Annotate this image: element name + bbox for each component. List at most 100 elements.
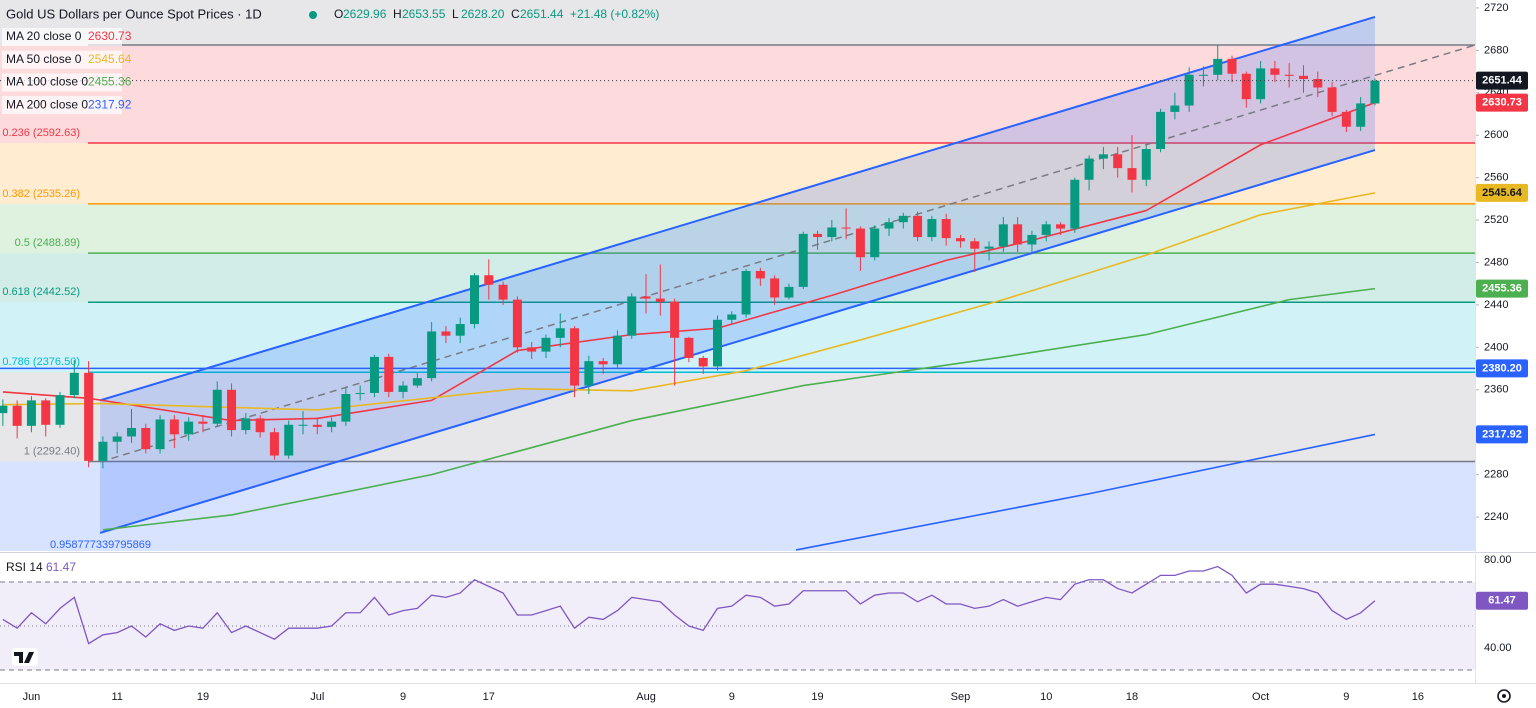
candle-body [0, 405, 8, 414]
candle-body [512, 299, 522, 348]
legend-value: 2455.36 [88, 75, 132, 89]
y-tick-label: 2440 [1484, 299, 1508, 311]
candle-body [670, 301, 680, 338]
candle-body [1256, 68, 1266, 100]
candle-body [1041, 224, 1051, 235]
candle-body [1027, 234, 1037, 245]
gear-ring [1497, 689, 1511, 703]
candle-body [998, 224, 1008, 247]
price-badge [1476, 71, 1528, 90]
rsi-tick-label: 80.00 [1484, 554, 1512, 566]
x-tick-label: 9 [1343, 691, 1349, 703]
candle-body [627, 296, 637, 336]
candle-body [784, 286, 794, 298]
candle-body [598, 361, 608, 365]
y-tick-label: 2560 [1484, 172, 1508, 184]
channel-lower [99, 149, 1376, 534]
y-tick-label: 2480 [1484, 256, 1508, 268]
candle-body [98, 441, 108, 461]
line-badge-label: 2380.20 [1482, 362, 1522, 374]
candle-body [441, 331, 451, 336]
candle-body [26, 400, 36, 426]
y-tick-label: 2400 [1484, 341, 1508, 353]
candle-body [198, 421, 208, 424]
fib-label: 0.618 (2442.52) [2, 286, 80, 298]
candle-body [1113, 154, 1123, 169]
x-tick-label: 10 [1040, 691, 1052, 703]
price-badge-label: 2651.44 [1482, 75, 1523, 87]
ohlc-value: 2653.55 [402, 7, 446, 21]
fib-label: 0.382 (2535.26) [2, 188, 80, 200]
candle-body [798, 233, 808, 287]
ma-badge [1476, 183, 1528, 202]
candle-body [712, 319, 722, 367]
candle-body [641, 296, 651, 299]
legend-bg [2, 50, 122, 69]
candle-body [941, 219, 951, 239]
fib-extension-band [0, 461, 1475, 551]
rsi-line [2, 565, 1376, 645]
ma-badge [1476, 425, 1528, 444]
x-tick-label: 18 [1126, 691, 1138, 703]
candle-body [398, 385, 408, 392]
candle-body [570, 328, 580, 386]
candle-body [855, 228, 865, 258]
x-tick-label: Aug [636, 691, 656, 703]
settings-button[interactable] [1497, 689, 1511, 703]
candle-body [455, 324, 465, 336]
candle-body [327, 421, 337, 427]
candle-body [684, 337, 694, 358]
candle-body [384, 356, 394, 392]
candle-body [555, 328, 565, 338]
candle-body [813, 233, 823, 238]
moving-average [102, 287, 1376, 531]
gear-center [1502, 694, 1506, 698]
y-tick-label: 2600 [1484, 129, 1508, 141]
rsi-badge-label: 61.47 [1488, 595, 1516, 607]
fib-band [0, 253, 1475, 303]
legend-bg [2, 73, 122, 92]
x-tick-label: Jul [310, 691, 324, 703]
fib-label: 0.236 (2592.63) [2, 127, 80, 139]
ohlc-key: L [452, 7, 459, 21]
candle-body [1070, 179, 1080, 229]
candle-body [612, 335, 622, 365]
candle-body [827, 227, 837, 238]
candle-body [1356, 103, 1366, 127]
fib-band [0, 203, 1475, 254]
candle-body [298, 424, 308, 426]
rsi-name: RSI 14 [6, 560, 43, 574]
y-tick-label: 2520 [1484, 214, 1508, 226]
legend-value: 2317.92 [88, 97, 132, 111]
candle-body [1198, 74, 1208, 76]
candle-body [212, 389, 222, 424]
x-tick-label: 9 [400, 691, 406, 703]
y-tick-label: 2280 [1484, 469, 1508, 481]
candle-body [412, 378, 422, 386]
candle-body [227, 389, 237, 431]
candle-body [984, 246, 994, 249]
tv-logo[interactable] [12, 648, 38, 666]
legend-name: MA 50 close 0 [6, 52, 82, 66]
candle-body [1170, 105, 1180, 112]
y-tick-label: 2680 [1484, 44, 1508, 56]
candle-body [541, 337, 551, 352]
candle-body [527, 347, 537, 352]
fib-annotation: 0.958777339795869 [50, 539, 151, 551]
x-tick-label: Jun [23, 691, 41, 703]
ohlc-value: 2651.44 [520, 7, 564, 21]
candle-body [369, 356, 379, 393]
candle-body [1127, 168, 1137, 180]
ohlc-value: 2629.96 [343, 7, 387, 21]
candle-body [1056, 224, 1066, 229]
chart-title: Gold US Dollars per Ounce Spot Prices · … [6, 6, 262, 21]
candle-body [1341, 111, 1351, 127]
rsi-pane [0, 565, 1475, 671]
candle-body [55, 395, 65, 425]
rsi-badge [1476, 591, 1528, 610]
fib-label: 0.786 (2376.50) [2, 356, 80, 368]
y-tick-label: 2360 [1484, 384, 1508, 396]
moving-average [2, 192, 1376, 411]
legend-bg [2, 28, 122, 46]
candle-body [141, 427, 151, 450]
